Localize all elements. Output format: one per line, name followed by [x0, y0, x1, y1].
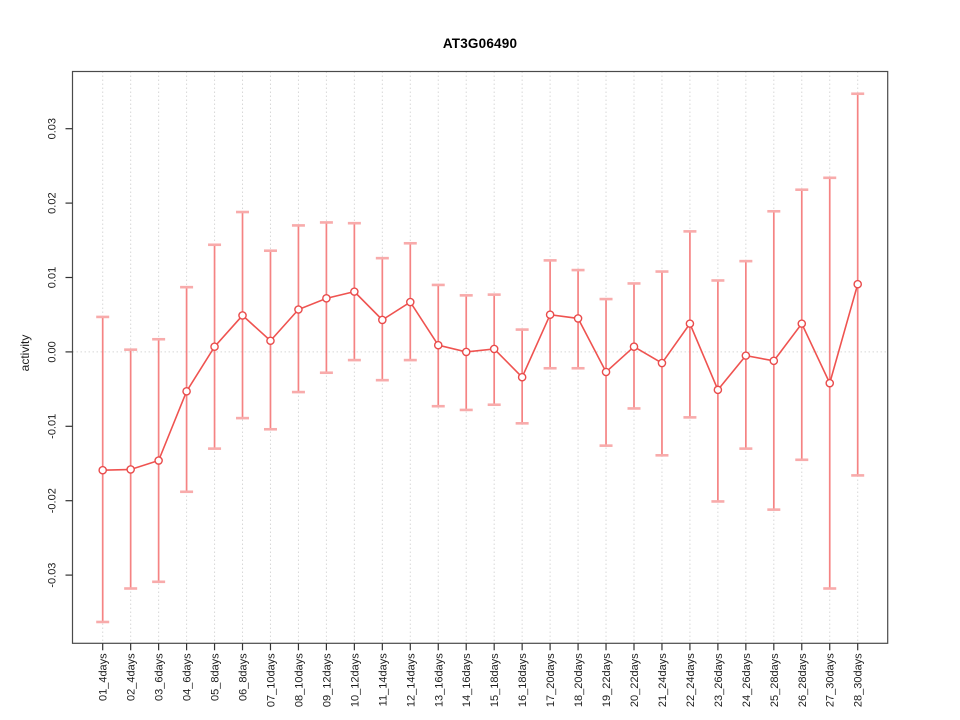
x-tick-label: 15_18days — [489, 653, 501, 707]
x-tick-label: 12_14days — [405, 653, 417, 707]
x-tick-label: 25_28days — [769, 653, 781, 707]
y-tick-label: -0.03 — [47, 563, 59, 588]
data-point-marker — [797, 319, 807, 328]
data-point-marker — [210, 342, 219, 351]
x-tick-label: 08_10days — [293, 653, 305, 707]
data-point-marker — [601, 367, 611, 377]
data-point-marker — [741, 351, 751, 360]
data-point-marker — [266, 336, 275, 346]
x-tick-label: 16_18days — [517, 653, 529, 707]
x-tick-label: 03_6days — [154, 653, 166, 701]
y-tick-label: 0.03 — [47, 118, 59, 139]
data-point-marker — [853, 279, 863, 289]
data-point-marker — [378, 315, 387, 325]
x-tick-label: 22_24days — [685, 653, 697, 707]
data-point-marker — [405, 297, 415, 307]
x-tick-label: 05_8days — [210, 653, 222, 701]
x-tick-label: 23_26days — [713, 653, 725, 707]
x-tick-label: 26_28days — [797, 653, 809, 707]
data-point-marker — [433, 340, 443, 350]
x-tick-label: 27_30days — [825, 653, 837, 707]
data-point-marker — [657, 358, 667, 368]
y-tick-label: -0.01 — [47, 414, 59, 439]
x-tick-label: 13_16days — [433, 653, 445, 707]
x-tick-label: 24_26days — [741, 653, 753, 707]
y-tick-label: 0.01 — [47, 267, 59, 288]
y-axis-title: activity — [18, 334, 32, 372]
x-tick-label: 17_20days — [545, 653, 557, 707]
data-point-marker — [685, 319, 695, 328]
data-point-marker — [713, 385, 723, 395]
x-tick-label: 20_22days — [629, 653, 641, 707]
y-tick-label: -0.02 — [47, 488, 59, 513]
x-tick-label: 07_10days — [265, 653, 277, 707]
data-point-marker — [322, 294, 331, 303]
data-point-marker — [517, 372, 527, 382]
data-point-marker — [154, 456, 163, 465]
data-point-marker — [98, 465, 107, 475]
x-tick-label: 14_16days — [461, 653, 473, 707]
data-point-marker — [182, 387, 191, 396]
x-tick-label: 28_30days — [853, 653, 865, 707]
series-line — [102, 283, 859, 471]
data-point-marker — [350, 287, 359, 296]
data-point-marker — [294, 305, 303, 314]
x-tick-label: 09_12days — [321, 653, 333, 707]
plot-box — [71, 70, 889, 644]
x-tick-label: 06_8days — [238, 653, 250, 701]
x-tick-label: 11_14days — [377, 653, 389, 707]
data-point-marker — [489, 344, 499, 354]
y-tick-label: 0.00 — [47, 341, 59, 362]
x-tick-label: 04_6days — [182, 653, 194, 701]
x-tick-label: 21_24days — [657, 653, 669, 707]
x-tick-label: 10_12days — [349, 653, 361, 707]
x-tick-label: 19_22days — [601, 653, 613, 707]
data-point-marker — [126, 465, 135, 474]
x-tick-label: 18_20days — [573, 653, 585, 707]
data-point-marker — [545, 310, 555, 320]
data-point-marker — [769, 356, 779, 366]
chart-title: AT3G06490 — [442, 36, 518, 51]
data-point-marker — [825, 378, 835, 388]
x-tick-label: 01_4days — [98, 653, 110, 701]
x-tick-label: 02_4days — [126, 653, 138, 701]
y-tick-label: 0.02 — [47, 192, 59, 213]
data-point-marker — [461, 347, 471, 357]
data-point-marker — [629, 342, 639, 351]
data-point-marker — [238, 311, 247, 320]
data-point-marker — [573, 314, 583, 323]
